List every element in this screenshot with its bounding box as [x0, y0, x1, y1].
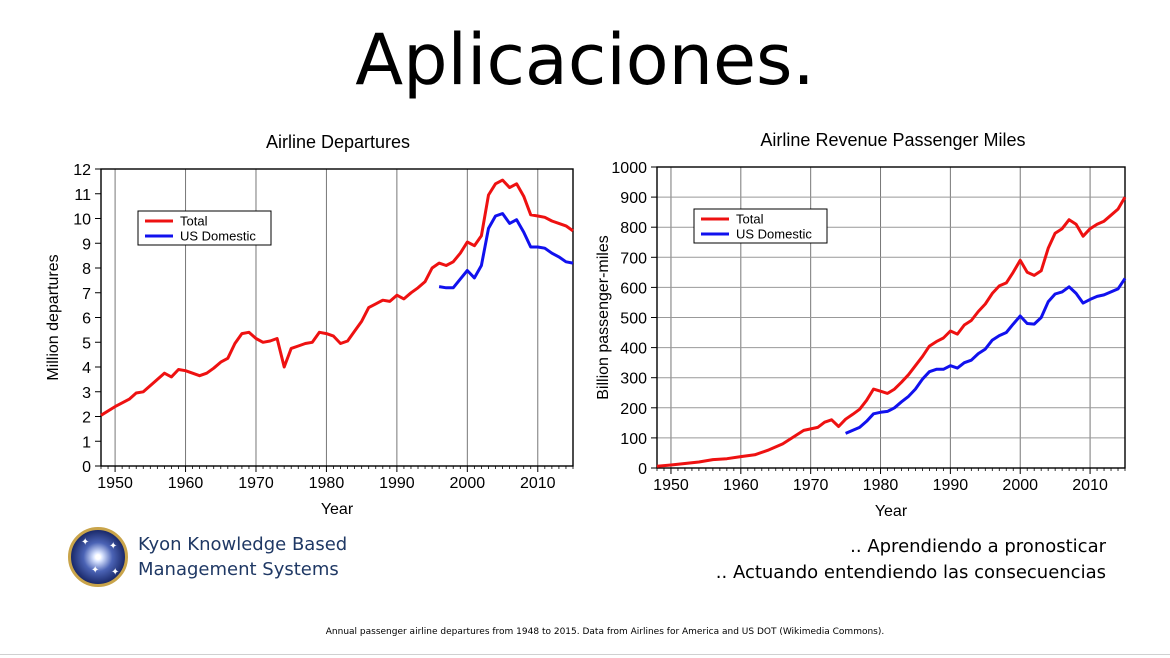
y-tick-label: 2 [82, 410, 91, 427]
series-line [845, 277, 1127, 435]
company-line1: Kyon Knowledge Based [138, 534, 348, 555]
series-line [656, 196, 1127, 468]
chart-title: Airline Revenue Passenger Miles [760, 130, 1025, 150]
y-tick-label: 300 [620, 371, 647, 388]
x-tick-label: 2010 [1072, 477, 1108, 494]
tagline: .. Aprendiendo a pronosticar .. Actuando… [716, 534, 1106, 586]
series-line [100, 178, 574, 417]
source-caption: Annual passenger airline departures from… [325, 627, 885, 637]
company-line2: Management Systems [138, 559, 339, 580]
series-line [438, 212, 574, 290]
y-tick-label: 100 [620, 431, 647, 448]
legend-label: Total [736, 212, 764, 227]
y-tick-label: 700 [620, 250, 647, 267]
y-tick-label: 1000 [611, 160, 647, 177]
departures-chart: 1950 1960 1970 1980 1990 2000 2010012345678910… [45, 132, 574, 518]
y-tick-label: 6 [82, 311, 91, 328]
y-tick-label: 0 [82, 459, 91, 476]
x-tick-label: 1970 [793, 477, 829, 494]
legend-label: Total [180, 214, 208, 229]
slide-title: Aplicaciones. [355, 19, 815, 101]
x-axis-label: Year [321, 501, 354, 518]
x-tick-label: 1980 [309, 475, 345, 492]
chart-title: Airline Departures [266, 132, 410, 152]
tagline-line1: .. Aprendiendo a pronosticar [850, 536, 1106, 557]
y-axis-label: Million departures [45, 254, 62, 380]
bottom-divider [0, 654, 1170, 655]
y-tick-label: 600 [620, 280, 647, 297]
y-tick-label: 200 [620, 401, 647, 418]
x-tick-label: 2000 [1002, 477, 1038, 494]
company-name: Kyon Knowledge Based Management Systems [138, 532, 347, 582]
x-tick-label: 1950 [97, 475, 133, 492]
y-tick-label: 3 [82, 385, 91, 402]
y-tick-label: 1 [82, 434, 91, 451]
y-axis-label: Billion passenger-miles [595, 235, 612, 400]
y-tick-label: 900 [620, 190, 647, 207]
tagline-line2: .. Actuando entendiendo las consecuencia… [715, 562, 1106, 583]
y-tick-label: 400 [620, 341, 647, 358]
x-tick-label: 1970 [238, 475, 274, 492]
y-tick-label: 8 [82, 261, 91, 278]
x-tick-label: 2010 [520, 475, 556, 492]
y-tick-label: 7 [82, 286, 91, 303]
legend-box [137, 210, 272, 246]
x-axis-label: Year [875, 503, 908, 520]
x-tick-label: 1990 [379, 475, 415, 492]
y-tick-label: 0 [638, 461, 647, 478]
y-tick-label: 9 [82, 236, 91, 253]
star-orb-logo-icon: ✦ ✦ ✦ ✦ [68, 527, 128, 587]
y-tick-label: 800 [620, 220, 647, 237]
y-tick-label: 4 [82, 360, 91, 377]
x-tick-label: 1960 [168, 475, 204, 492]
legend-box [693, 208, 828, 244]
y-tick-label: 11 [74, 187, 91, 204]
x-tick-label: 2000 [450, 475, 486, 492]
passenger-miles-chart: 1950 1960 1970 1980 1990 2000 2010 0 100 200 300 40… [595, 130, 1127, 520]
legend-label: US Domestic [180, 229, 256, 244]
x-tick-label: 1960 [723, 477, 759, 494]
y-tick-label: 5 [82, 335, 91, 352]
x-tick-label: 1990 [933, 477, 969, 494]
legend-label: US Domestic [736, 227, 812, 242]
y-tick-label: 12 [73, 162, 91, 179]
y-tick-label: 500 [620, 311, 647, 328]
x-tick-label: 1980 [863, 477, 899, 494]
y-tick-label: 10 [73, 212, 91, 229]
x-tick-label: 1950 [653, 477, 689, 494]
